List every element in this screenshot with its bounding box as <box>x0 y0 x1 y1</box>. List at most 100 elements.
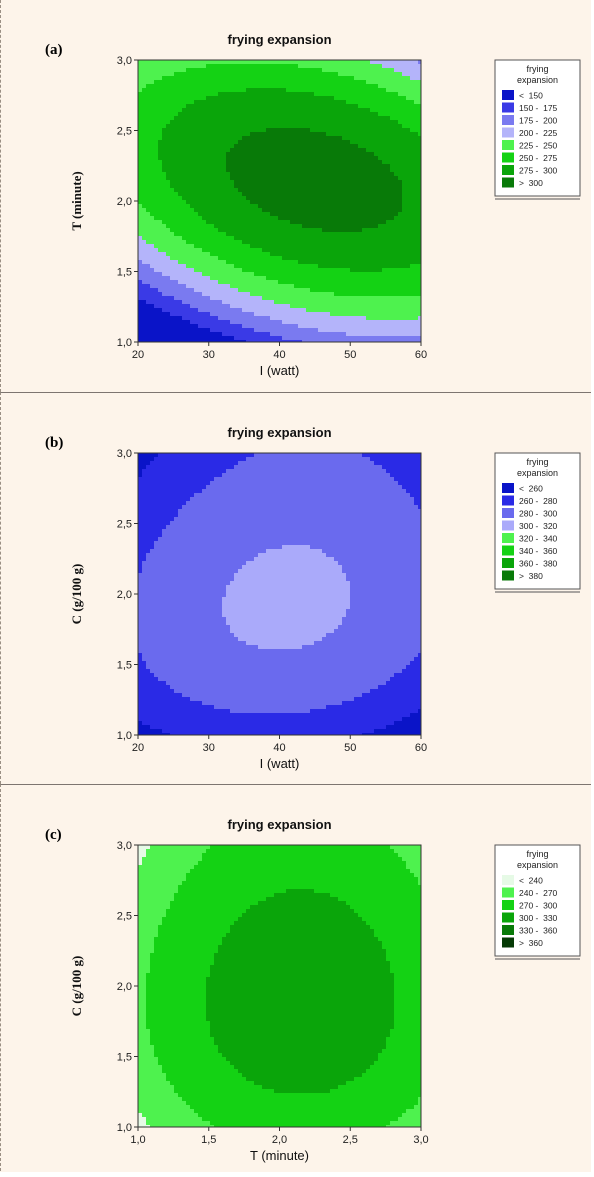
legend-entry: 330 - 360 <box>519 926 558 936</box>
legend-swatch <box>502 913 514 923</box>
x-tick-label: 2,0 <box>272 1134 287 1146</box>
legend-swatch <box>502 888 514 898</box>
legend-swatch <box>502 153 514 163</box>
legend-swatch <box>502 103 514 113</box>
legend-swatch <box>502 938 514 948</box>
legend-swatch <box>502 571 514 581</box>
y-axis-label: T (minute) <box>69 171 84 230</box>
legend-entry: 250 - 275 <box>519 153 558 163</box>
legend-swatch <box>502 90 514 100</box>
legend-entry: 300 - 330 <box>519 913 558 923</box>
x-tick-label: 30 <box>203 349 215 361</box>
x-tick-label: 20 <box>132 349 144 361</box>
x-tick-label: 40 <box>273 349 285 361</box>
legend-entry: 360 - 380 <box>519 559 558 569</box>
contour-fill <box>138 453 421 735</box>
legend-title: expansion <box>517 468 558 478</box>
legend-entry: 260 - 280 <box>519 496 558 506</box>
legend-entry: 340 - 360 <box>519 546 558 556</box>
legend-swatch <box>502 483 514 493</box>
x-axis-label: I (watt) <box>260 756 300 771</box>
legend-swatch <box>502 115 514 125</box>
x-tick-label: 1,5 <box>201 1134 216 1146</box>
contour-plot-c: frying expansion (c) 1,0 1,5 2,0 2,5 3,0 1,0 1,5… <box>1 785 594 1177</box>
y-tick-label: 2,0 <box>117 196 132 208</box>
contour-fill <box>138 845 421 1127</box>
x-tick-label: 60 <box>415 349 427 361</box>
legend-entry: 270 - 300 <box>519 901 558 911</box>
legend-title: frying <box>526 457 548 467</box>
legend-swatch <box>502 508 514 518</box>
y-tick-label: 2,5 <box>117 911 132 923</box>
y-tick-label: 1,0 <box>117 730 132 742</box>
legend-entry: 150 - 175 <box>519 103 558 113</box>
legend-swatch <box>502 900 514 910</box>
legend-entry: 300 - 320 <box>519 521 558 531</box>
legend-entry: 240 - 270 <box>519 888 558 898</box>
y-axis-label: C (g/100 g) <box>69 956 84 1017</box>
contour-fill <box>138 60 421 342</box>
legend-entry: 175 - 200 <box>519 116 558 126</box>
x-tick-label: 50 <box>344 742 356 754</box>
frame-bottom <box>0 1172 594 1176</box>
panel-c: frying expansion (c) 1,0 1,5 2,0 2,5 3,0 1,0 1,5… <box>0 784 594 1176</box>
x-tick-label: 2,5 <box>343 1134 358 1146</box>
x-axis-label: T (minute) <box>250 1148 309 1163</box>
legend-swatch <box>502 496 514 506</box>
y-tick-label: 2,0 <box>117 589 132 601</box>
legend-title: expansion <box>517 75 558 85</box>
panel-label: (a) <box>45 42 63 58</box>
legend-title: frying <box>526 849 548 859</box>
x-tick-label: 1,0 <box>130 1134 145 1146</box>
legend-swatch <box>502 521 514 531</box>
legend-entry: < 150 <box>519 91 543 101</box>
legend-swatch <box>502 533 514 543</box>
legend-entry: > 300 <box>519 178 543 188</box>
legend-entry: < 240 <box>519 876 543 886</box>
y-tick-label: 1,0 <box>117 337 132 349</box>
legend-swatch <box>502 546 514 556</box>
y-tick-label: 2,5 <box>117 126 132 138</box>
panel-label: (c) <box>45 827 62 843</box>
y-axis-label: C (g/100 g) <box>69 564 84 625</box>
legend-title: expansion <box>517 860 558 870</box>
y-tick-label: 1,5 <box>117 1052 132 1064</box>
legend-swatch <box>502 925 514 935</box>
x-tick-label: 40 <box>273 742 285 754</box>
legend-swatch <box>502 165 514 175</box>
panel-label: (b) <box>45 435 63 451</box>
x-tick-label: 3,0 <box>413 1134 428 1146</box>
legend-swatch <box>502 558 514 568</box>
legend-entry: > 360 <box>519 938 543 948</box>
y-tick-label: 1,0 <box>117 1122 132 1134</box>
legend-swatch <box>502 140 514 150</box>
y-tick-label: 3,0 <box>117 55 132 67</box>
legend-swatch <box>502 128 514 138</box>
x-tick-label: 50 <box>344 349 356 361</box>
y-tick-label: 3,0 <box>117 448 132 460</box>
legend-entry: > 380 <box>519 571 543 581</box>
chart-title: frying expansion <box>227 32 331 47</box>
legend-entry: 320 - 340 <box>519 534 558 544</box>
x-tick-label: 60 <box>415 742 427 754</box>
legend-entry: < 260 <box>519 484 543 494</box>
y-tick-label: 2,0 <box>117 981 132 993</box>
legend-entry: 200 - 225 <box>519 128 558 138</box>
x-axis-label: I (watt) <box>260 363 300 378</box>
chart-title: frying expansion <box>227 425 331 440</box>
x-tick-label: 30 <box>203 742 215 754</box>
legend-title: frying <box>526 64 548 74</box>
x-tick-label: 20 <box>132 742 144 754</box>
legend-entry: 225 - 250 <box>519 141 558 151</box>
legend-entry: 275 - 300 <box>519 166 558 176</box>
chart-title: frying expansion <box>227 817 331 832</box>
y-tick-label: 1,5 <box>117 660 132 672</box>
legend-entry: 280 - 300 <box>519 509 558 519</box>
y-tick-label: 3,0 <box>117 840 132 852</box>
legend-swatch <box>502 875 514 885</box>
